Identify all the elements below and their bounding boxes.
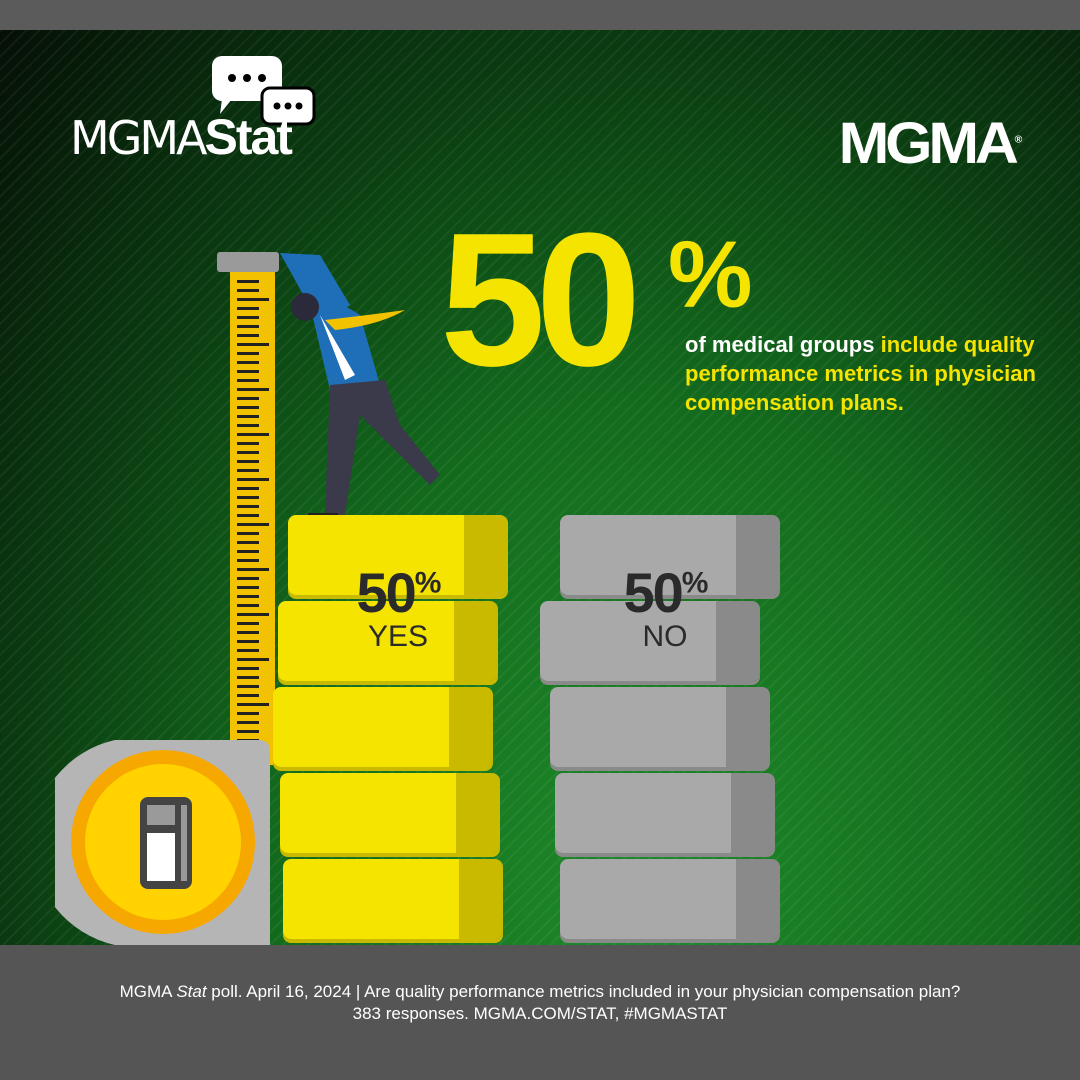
bar-block	[540, 601, 760, 681]
bar-block	[555, 773, 775, 853]
bar-yes: 50% YES	[273, 515, 518, 945]
chat-bubbles-icon	[212, 56, 316, 126]
footer-line-2: 383 responses. MGMA.COM/STAT, #MGMASTAT	[352, 1004, 728, 1023]
mgma-stat-logo: MGMAStat	[70, 109, 293, 165]
bar-no: 50% NO	[540, 515, 785, 945]
bar-block	[560, 859, 780, 939]
bar-block	[288, 515, 508, 595]
headline-description: of medical groups include quality perfor…	[685, 332, 1036, 415]
footer: MGMA Stat poll. April 16, 2024 | Are qua…	[0, 945, 1080, 1080]
category-label: NO	[642, 620, 688, 653]
headline-percent: %	[668, 222, 753, 328]
bar-block	[550, 687, 770, 767]
top-bar	[0, 0, 1080, 30]
bar-block	[273, 687, 493, 767]
bar-block	[280, 773, 500, 853]
value-label: 50%	[356, 561, 442, 624]
bar-block	[278, 601, 498, 681]
mgma-logo: MGMA®	[838, 111, 1023, 176]
tape-measure-illustration	[55, 252, 279, 945]
bar-block	[560, 515, 780, 595]
value-label: 50%	[623, 561, 709, 624]
bar-block	[283, 859, 503, 939]
footer-line-1: MGMA Stat poll. April 16, 2024 | Are qua…	[119, 982, 961, 1001]
headline-value: 50	[440, 194, 641, 406]
businessman-illustration	[280, 253, 440, 521]
category-label: YES	[367, 620, 429, 653]
